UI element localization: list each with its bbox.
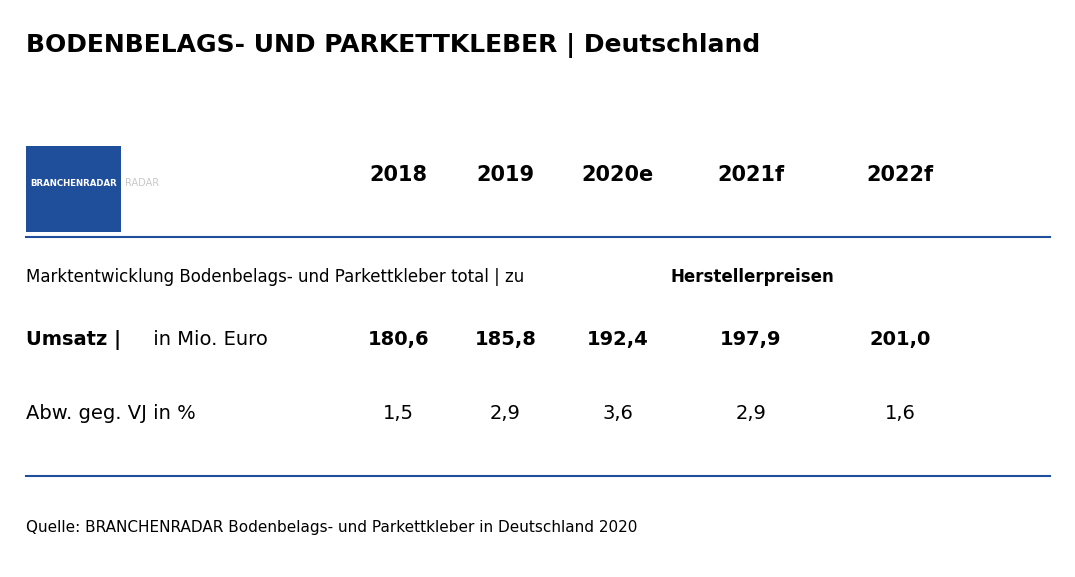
Text: 197,9: 197,9 [720, 330, 782, 349]
Text: Herstellerpreisen: Herstellerpreisen [670, 268, 834, 286]
Text: RADAR: RADAR [125, 178, 159, 188]
Text: 2018: 2018 [370, 165, 428, 185]
Text: 192,4: 192,4 [587, 330, 648, 349]
Text: 2,9: 2,9 [490, 404, 521, 423]
Text: in Mio. Euro: in Mio. Euro [147, 330, 268, 349]
Text: Umsatz |: Umsatz | [26, 329, 120, 350]
FancyBboxPatch shape [26, 147, 121, 231]
Text: 2019: 2019 [476, 165, 534, 185]
Text: 2021f: 2021f [717, 165, 785, 185]
Text: Quelle: BRANCHENRADAR Bodenbelags- und Parkettkleber in Deutschland 2020: Quelle: BRANCHENRADAR Bodenbelags- und P… [26, 520, 636, 535]
Text: 2022f: 2022f [866, 165, 934, 185]
Text: BODENBELAGS- UND PARKETTKLEBER | Deutschland: BODENBELAGS- UND PARKETTKLEBER | Deutsch… [26, 32, 760, 58]
Text: 2020e: 2020e [582, 165, 654, 185]
Text: 201,0: 201,0 [870, 330, 931, 349]
Text: 1,5: 1,5 [384, 404, 414, 423]
Text: 2,9: 2,9 [735, 404, 766, 423]
Text: BRANCHENRADAR: BRANCHENRADAR [30, 179, 117, 188]
Text: Marktentwicklung Bodenbelags- und Parkettkleber total | zu: Marktentwicklung Bodenbelags- und Parket… [26, 268, 529, 286]
Text: 185,8: 185,8 [474, 330, 536, 349]
Text: Abw. geg. VJ in %: Abw. geg. VJ in % [26, 404, 196, 423]
Text: 180,6: 180,6 [368, 330, 430, 349]
Text: 3,6: 3,6 [602, 404, 633, 423]
Text: 1,6: 1,6 [885, 404, 916, 423]
